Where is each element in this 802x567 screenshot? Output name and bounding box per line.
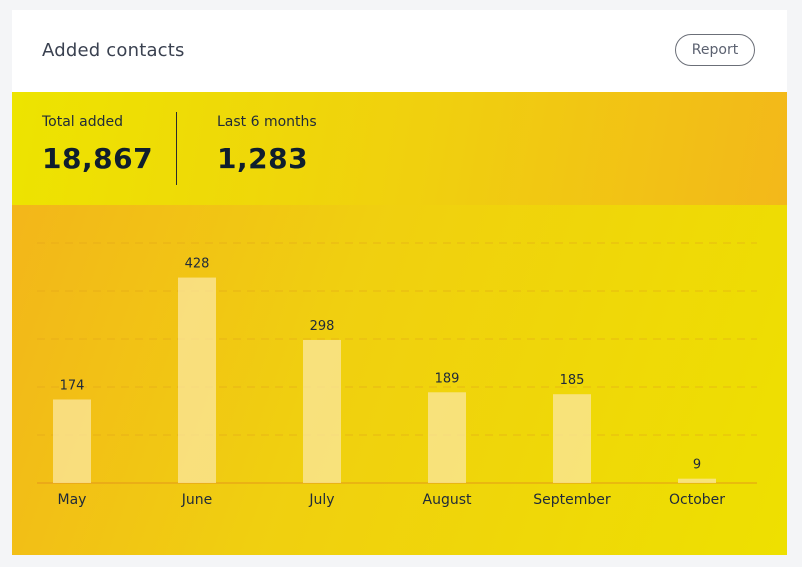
category-label-may: May — [58, 492, 87, 508]
bar-october[interactable] — [678, 478, 716, 483]
summary-panel: Total added 18,867 Last 6 months 1,283 — [12, 92, 787, 205]
category-label-october: October — [669, 492, 725, 508]
bar-may[interactable] — [53, 399, 91, 483]
stat-divider — [176, 112, 177, 185]
total-added-label: Total added — [42, 114, 123, 130]
category-label-september: September — [533, 492, 611, 508]
added-contacts-card: Added contacts Report Total added 18,867… — [12, 10, 787, 555]
card-header: Added contacts Report — [12, 10, 787, 92]
last-6-months-value: 1,283 — [217, 142, 309, 175]
bar-august[interactable] — [428, 392, 466, 483]
value-label-september: 185 — [560, 373, 585, 388]
category-label-june: June — [181, 492, 213, 508]
card-title: Added contacts — [42, 40, 185, 61]
bar-chart: 174 May 428 June 298 July 189 August 185 Septembe… — [37, 242, 757, 508]
category-label-august: August — [423, 492, 473, 508]
last-6-months-stat: Last 6 months 1,283 — [217, 114, 317, 175]
value-label-may: 174 — [60, 378, 85, 393]
last-6-months-label: Last 6 months — [217, 114, 317, 130]
category-label-july: July — [308, 492, 334, 508]
bar-july[interactable] — [303, 339, 341, 483]
chart-area: 174 May 428 June 298 July 189 August 185 Septembe… — [12, 205, 787, 555]
total-added-stat: Total added 18,867 — [42, 114, 153, 175]
report-button[interactable]: Report — [675, 34, 755, 66]
value-label-june: 428 — [185, 257, 210, 272]
value-label-august: 189 — [435, 371, 460, 386]
bar-june[interactable] — [178, 277, 216, 483]
bar-september[interactable] — [553, 394, 591, 483]
value-label-july: 298 — [310, 319, 335, 334]
value-label-october: 9 — [693, 458, 701, 473]
total-added-value: 18,867 — [42, 142, 154, 175]
